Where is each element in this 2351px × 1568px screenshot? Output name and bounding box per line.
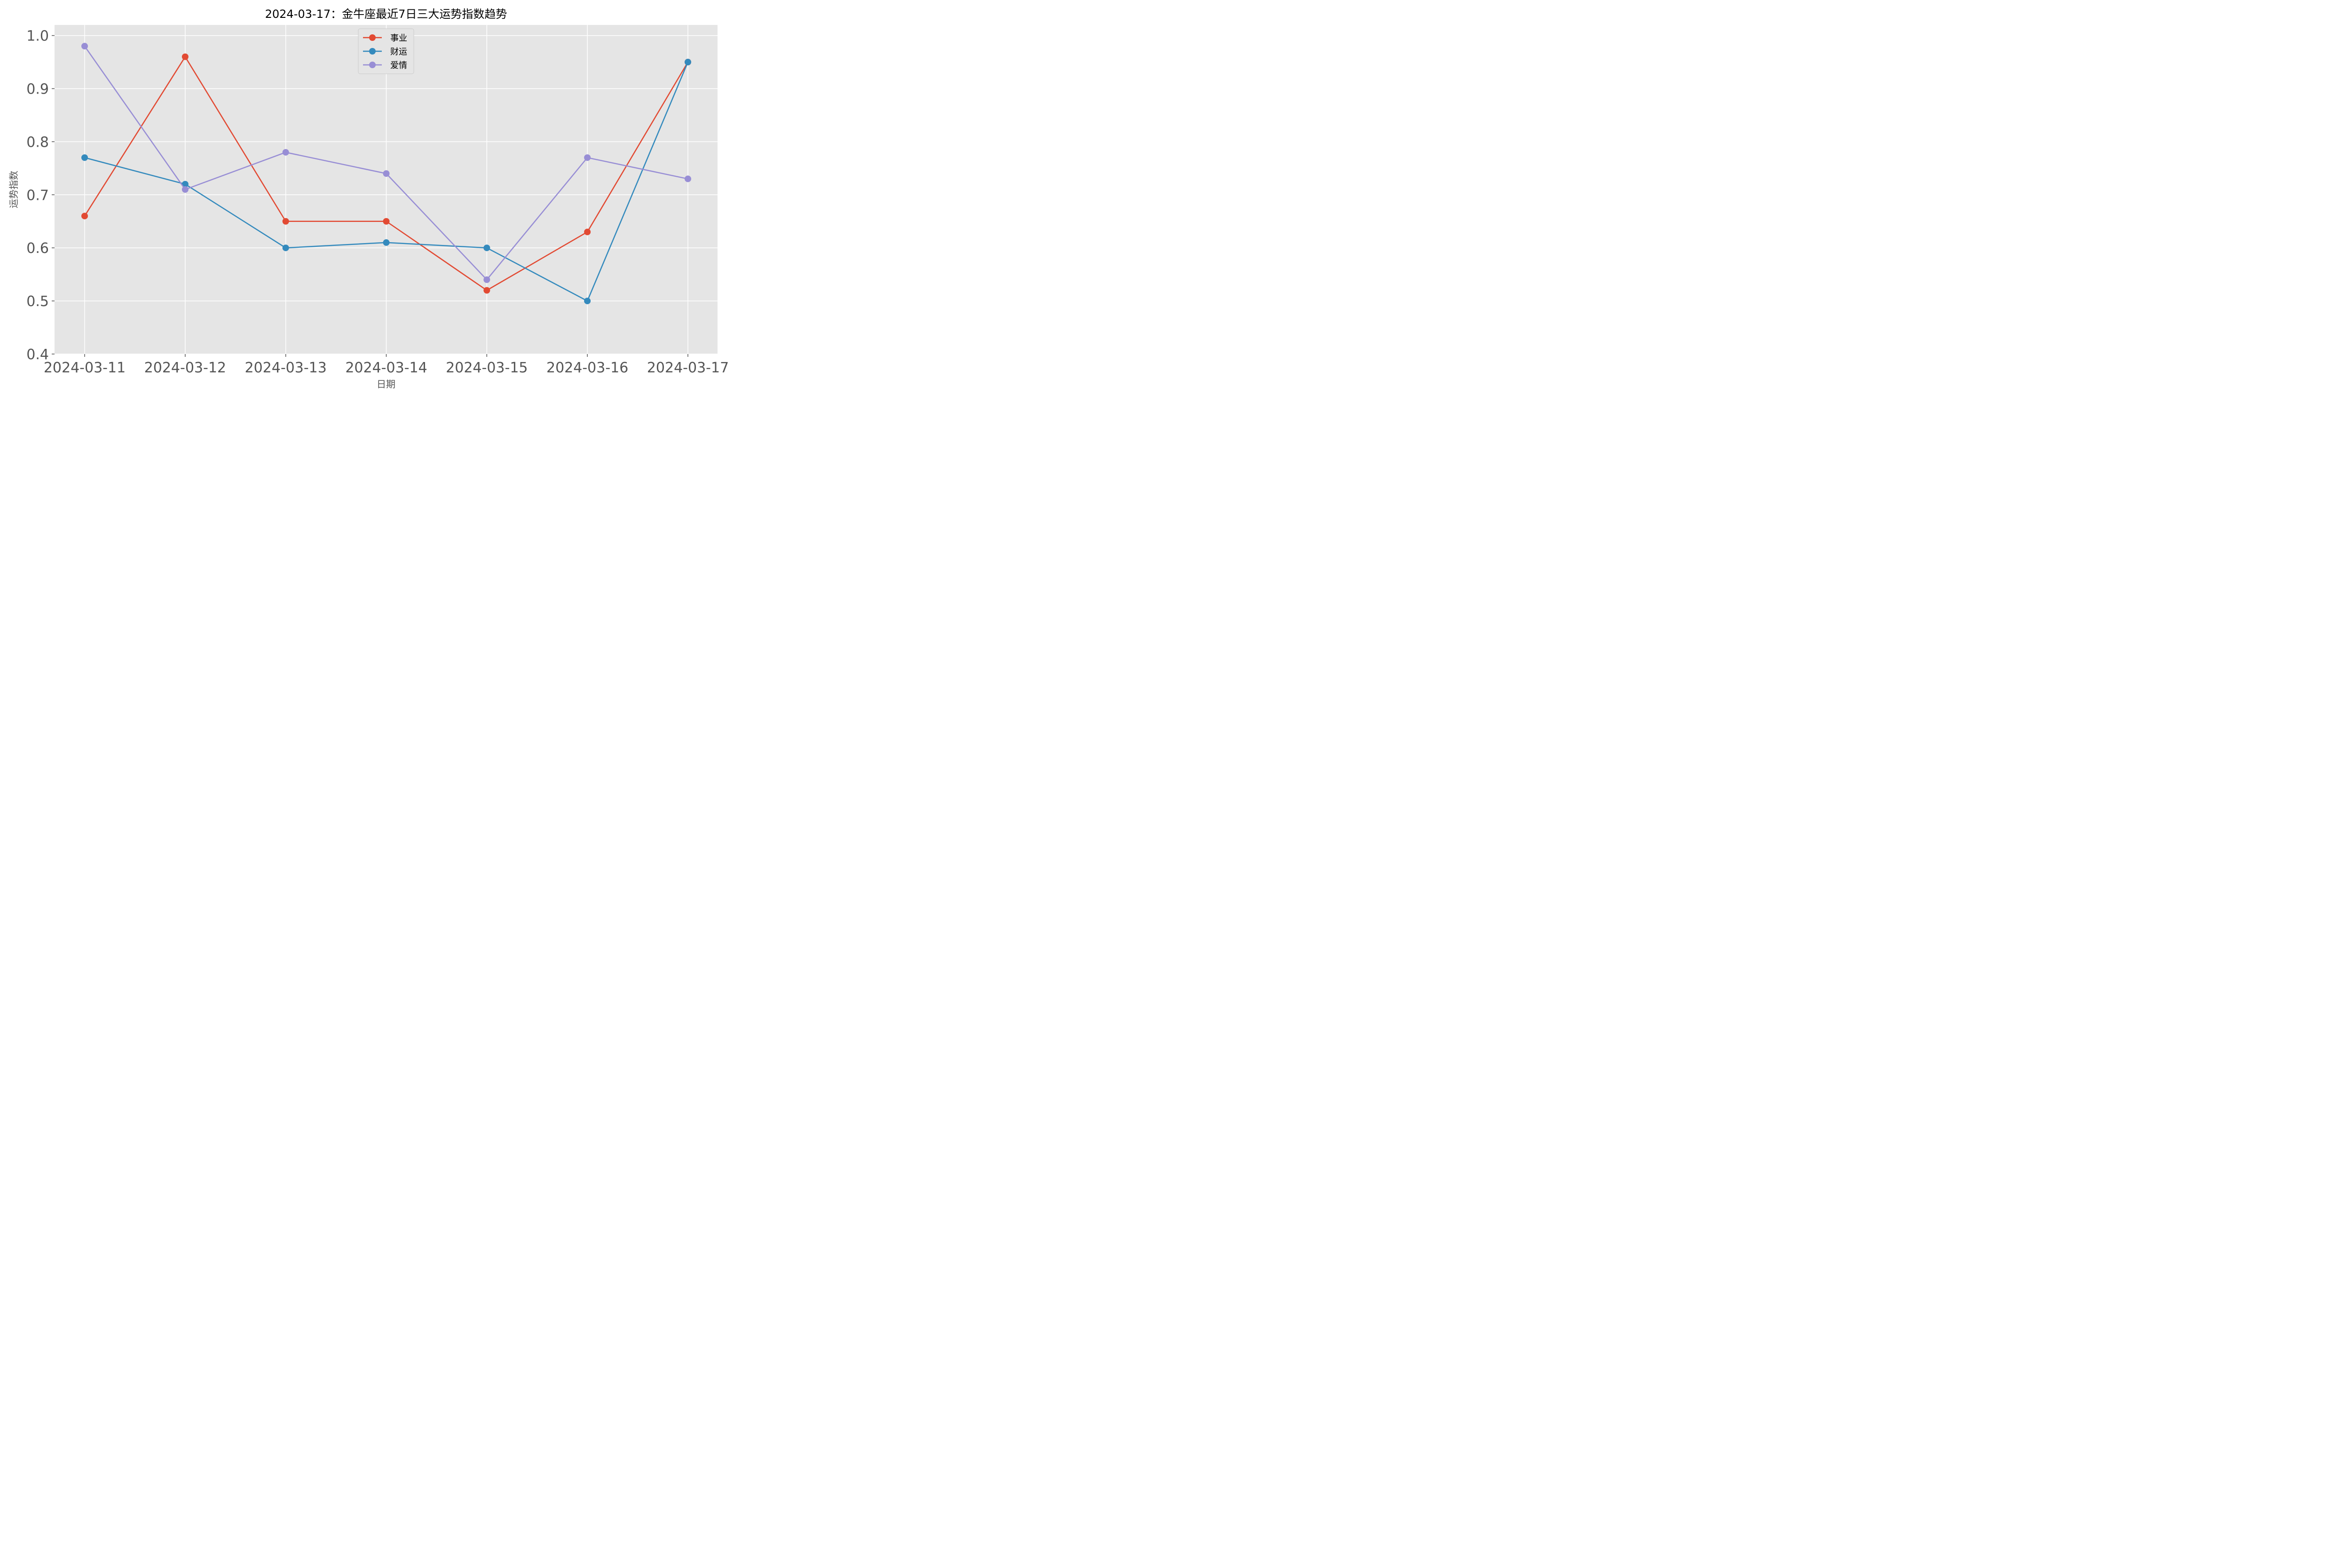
data-point (584, 229, 591, 236)
data-point (81, 43, 88, 50)
x-axis-label: 日期 (377, 378, 395, 390)
y-axis-ticks: 0.4 0.5 0.6 0.7 0.8 0.9 1.0 (26, 28, 55, 363)
series-3 (81, 43, 691, 283)
series-lines (81, 43, 691, 305)
x-tick-label: 2024-03-14 (345, 360, 427, 376)
y-tick-label: 0.8 (26, 134, 49, 150)
data-point (483, 244, 490, 252)
chart-title: 2024-03-17：金牛座最近7日三大运势指数趋势 (265, 8, 507, 21)
data-point (383, 239, 390, 246)
legend-marker (369, 62, 376, 68)
y-axis-label: 运势指数 (8, 171, 19, 208)
legend-item: 事业 (363, 33, 407, 43)
data-point (685, 175, 691, 182)
x-tick-label: 2024-03-11 (44, 360, 126, 376)
x-tick-label: 2024-03-17 (647, 360, 729, 376)
data-point (584, 154, 591, 161)
data-point (81, 213, 88, 220)
grid-lines (55, 25, 718, 355)
data-point (685, 59, 691, 66)
data-point (483, 287, 490, 294)
x-tick-label: 2024-03-13 (245, 360, 326, 376)
data-point (181, 181, 189, 188)
legend-label: 事业 (390, 33, 407, 43)
legend-label: 财运 (390, 47, 407, 57)
chart-container: 0.4 0.5 0.6 0.7 0.8 0.9 1.0 2024-03-11 2024-03-… (0, 0, 735, 396)
legend-marker (369, 34, 376, 41)
data-point (282, 218, 289, 225)
x-tick-label: 2024-03-15 (446, 360, 528, 376)
y-tick-label: 0.7 (26, 187, 49, 204)
y-tick-label: 0.5 (26, 293, 49, 310)
x-axis-ticks: 2024-03-11 2024-03-12 2024-03-13 2024-03-14… (44, 354, 729, 376)
data-point (181, 53, 189, 60)
data-point (282, 244, 289, 252)
y-tick-label: 1.0 (26, 28, 49, 45)
legend-label: 爱情 (390, 61, 407, 71)
data-point (81, 154, 88, 161)
y-tick-label: 0.4 (26, 347, 49, 363)
x-tick-label: 2024-03-16 (546, 360, 628, 376)
y-tick-label: 0.6 (26, 240, 49, 257)
data-point (383, 218, 390, 225)
data-point (584, 298, 591, 305)
data-point (181, 186, 189, 193)
legend-item: 财运 (363, 47, 407, 57)
data-point (483, 276, 490, 283)
data-point (383, 170, 390, 177)
series-2 (81, 59, 691, 305)
legend-item: 爱情 (363, 61, 407, 71)
x-tick-label: 2024-03-12 (144, 360, 226, 376)
legend-marker (369, 48, 376, 55)
y-tick-label: 0.9 (26, 81, 49, 97)
data-point (282, 149, 289, 156)
line-chart: 0.40.50.60.70.80.91.0 2024-03-11 2024-03-… (8, 8, 729, 390)
